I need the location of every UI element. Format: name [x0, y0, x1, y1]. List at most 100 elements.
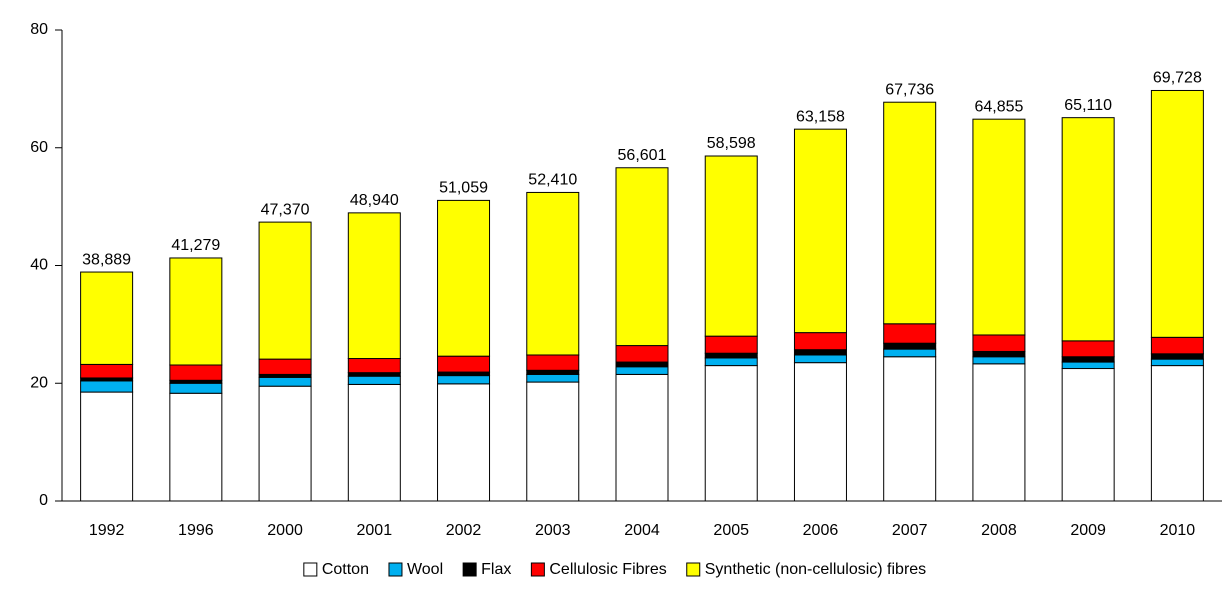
bar-segment — [437, 383, 491, 502]
total-label: 56,601 — [618, 147, 667, 164]
x-tick-label: 2009 — [1070, 522, 1106, 539]
bar-segment — [1150, 336, 1204, 355]
bar-segment — [169, 392, 223, 502]
bar-segment — [615, 345, 669, 363]
bar-segment — [1061, 356, 1115, 363]
bar-segment — [1150, 353, 1204, 360]
x-tick-label: 1992 — [89, 522, 125, 539]
bar-segment — [704, 365, 758, 502]
total-label: 64,855 — [974, 98, 1023, 115]
bar-segment — [169, 364, 223, 381]
bar-segment — [615, 373, 669, 502]
x-tick-label: 1996 — [178, 522, 214, 539]
bar-segment — [526, 191, 580, 356]
bar-segment — [526, 354, 580, 371]
bar-segment — [258, 385, 312, 502]
y-tick-label: 0 — [39, 492, 48, 509]
bar-segment — [704, 352, 758, 359]
bar-segment — [437, 355, 491, 373]
bar-segment — [1150, 89, 1204, 338]
legend-label: Synthetic (non-cellulosic) fibres — [705, 561, 926, 578]
legend-swatch — [462, 562, 477, 577]
bar-segment — [437, 375, 491, 385]
y-tick-label: 80 — [30, 21, 48, 38]
x-tick-label: 2000 — [267, 522, 303, 539]
y-tick-label: 40 — [30, 257, 48, 274]
bar-segment — [793, 128, 847, 334]
bar-segment — [1061, 368, 1115, 502]
total-label: 52,410 — [528, 172, 577, 189]
legend-swatch — [686, 562, 701, 577]
bar-segment — [972, 356, 1026, 365]
bar-segment — [704, 335, 758, 354]
total-label: 41,279 — [171, 237, 220, 254]
bar-segment — [883, 348, 937, 358]
bar-segment — [258, 376, 312, 387]
bar-segment — [1061, 117, 1115, 342]
bar-segment — [704, 357, 758, 367]
bar-segment — [615, 366, 669, 375]
bar-segment — [526, 373, 580, 383]
total-label: 38,889 — [82, 251, 131, 268]
total-label: 58,598 — [707, 135, 756, 152]
bar-segment — [972, 334, 1026, 352]
bar-segment — [347, 372, 401, 377]
bar-segment — [793, 354, 847, 364]
bar-segment — [258, 358, 312, 375]
bar-segment — [80, 380, 134, 393]
y-tick-label: 60 — [30, 139, 48, 156]
bar-segment — [883, 356, 937, 502]
bar-segment — [972, 118, 1026, 336]
bar-segment — [437, 199, 491, 357]
bar-segment — [347, 383, 401, 502]
bar-segment — [258, 221, 312, 360]
bar-segment — [169, 257, 223, 366]
bar-segment — [80, 363, 134, 379]
bar-segment — [793, 332, 847, 351]
bar-segment — [883, 323, 937, 344]
x-tick-label: 2003 — [535, 522, 571, 539]
bar-segment — [526, 381, 580, 502]
bar-segment — [615, 361, 669, 368]
bar-segment — [1150, 358, 1204, 367]
bar-segment — [80, 271, 134, 365]
legend-label: Cotton — [322, 561, 369, 578]
bar-segment — [169, 382, 223, 394]
legend-swatch — [303, 562, 318, 577]
legend-swatch — [388, 562, 403, 577]
bar-segment — [883, 342, 937, 350]
legend-swatch — [530, 562, 545, 577]
bar-segment — [347, 375, 401, 385]
x-tick-label: 2005 — [713, 522, 749, 539]
bar-segment — [793, 349, 847, 356]
x-tick-label: 2001 — [357, 522, 393, 539]
bar-segment — [793, 362, 847, 502]
bar-segment — [526, 369, 580, 375]
x-tick-label: 2004 — [624, 522, 660, 539]
legend-label: Flax — [481, 561, 511, 578]
bar-segment — [615, 167, 669, 347]
bar-segment — [883, 101, 937, 325]
bar-segment — [1150, 365, 1204, 502]
total-label: 65,110 — [1064, 97, 1112, 114]
bar-segment — [704, 155, 758, 337]
total-label: 47,370 — [261, 201, 310, 218]
bar-segment — [1061, 361, 1115, 370]
bar-segment — [80, 391, 134, 502]
bar-segment — [972, 363, 1026, 502]
total-label: 63,158 — [796, 108, 845, 125]
x-tick-label: 2006 — [803, 522, 839, 539]
x-tick-label: 2002 — [446, 522, 482, 539]
x-tick-label: 2010 — [1160, 522, 1196, 539]
bar-segment — [437, 371, 491, 377]
bar-segment — [1061, 340, 1115, 358]
bar-segment — [972, 350, 1026, 358]
legend-label: Wool — [407, 561, 443, 578]
legend-label: Cellulosic Fibres — [549, 561, 666, 578]
total-label: 67,736 — [885, 81, 934, 98]
total-label: 48,940 — [350, 192, 399, 209]
total-label: 51,059 — [439, 180, 488, 197]
bar-segment — [347, 212, 401, 360]
x-tick-label: 2008 — [981, 522, 1017, 539]
